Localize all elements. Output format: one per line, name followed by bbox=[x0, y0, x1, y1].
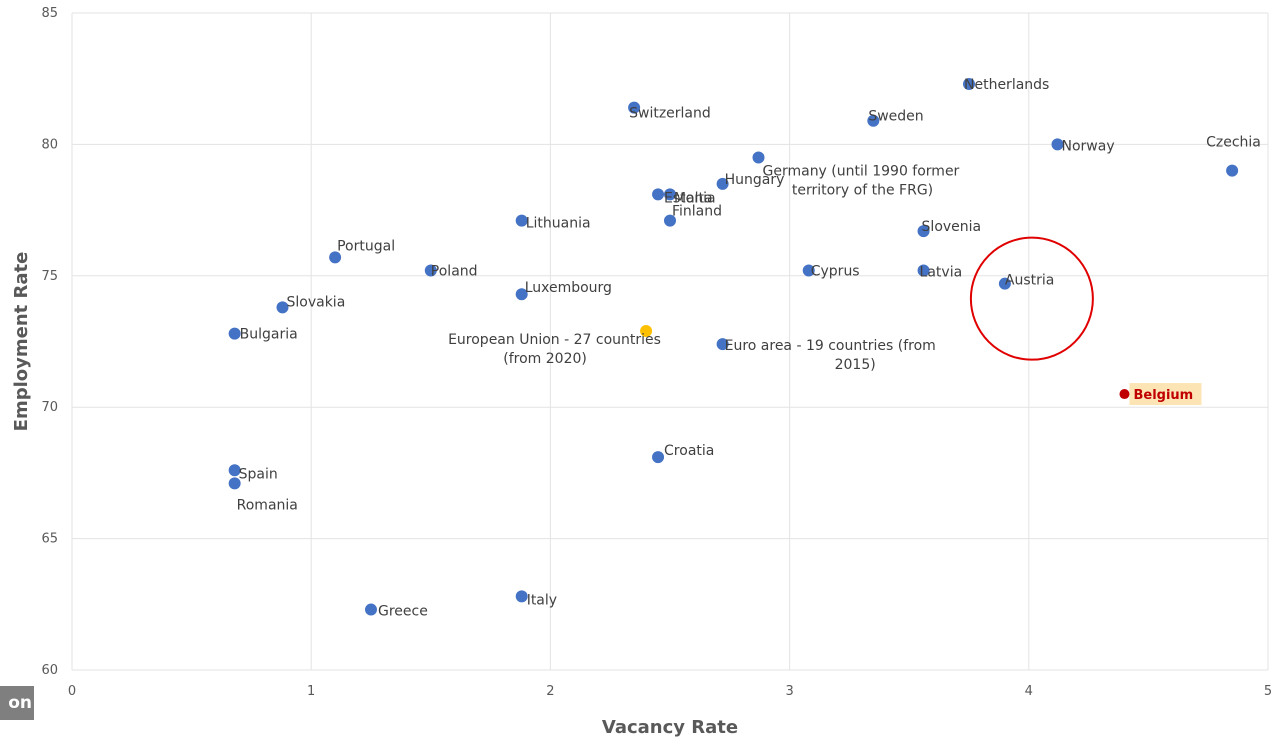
label-greece: Greece bbox=[378, 604, 428, 620]
point-spain bbox=[228, 464, 241, 477]
label-austria: Austria bbox=[1005, 273, 1054, 289]
point-luxembourg bbox=[515, 288, 528, 301]
axis-ticks: 0 1 2 3 4 5 60 65 70 75 80 85 bbox=[41, 6, 1272, 699]
gridlines bbox=[71, 12, 1269, 671]
label-poland: Poland bbox=[431, 264, 478, 280]
label-croatia: Croatia bbox=[664, 443, 714, 459]
label-latvia: Latvia bbox=[920, 265, 963, 281]
label-portugal: Portugal bbox=[337, 238, 395, 254]
point-euro-area-19-countries-from-2015 bbox=[716, 338, 729, 351]
label-finland: Finland bbox=[672, 204, 722, 220]
point-italy bbox=[515, 590, 528, 603]
point-romania bbox=[228, 477, 241, 490]
y-tick-label: 85 bbox=[41, 6, 58, 21]
highlight-label-bg bbox=[1129, 383, 1202, 406]
corner-tag: on bbox=[0, 686, 34, 720]
label-spain: Spain bbox=[239, 466, 278, 482]
x-tick-label: 0 bbox=[68, 684, 76, 699]
label-cyprus: Cyprus bbox=[811, 264, 860, 280]
point-finland bbox=[664, 214, 676, 227]
point-bulgaria bbox=[228, 327, 241, 340]
data-labels: Netherlands Switzerland Sweden Norway Czechi… bbox=[237, 77, 1261, 620]
point-hungary bbox=[716, 177, 729, 190]
point-malta bbox=[664, 188, 676, 201]
data-points bbox=[228, 77, 1239, 616]
y-tick-label: 60 bbox=[41, 663, 58, 678]
point-sweden bbox=[867, 114, 880, 127]
point-belgium bbox=[1119, 389, 1130, 400]
label-italy: Italy bbox=[527, 592, 557, 608]
point-czechia bbox=[1226, 164, 1239, 177]
label-euro-area-19-countries-from-2015: Euro area - 19 countries (from 2015) bbox=[725, 338, 936, 373]
point-netherlands bbox=[963, 77, 975, 90]
x-tick-label: 4 bbox=[1025, 684, 1033, 699]
point-norway bbox=[1051, 138, 1064, 151]
x-tick-label: 3 bbox=[785, 684, 793, 699]
point-cyprus bbox=[802, 264, 815, 277]
y-axis-title: Employment Rate bbox=[11, 252, 32, 432]
x-axis-title: Vacancy Rate bbox=[602, 717, 738, 738]
point-austria bbox=[998, 277, 1011, 290]
label-norway: Norway bbox=[1062, 138, 1115, 154]
x-tick-label: 1 bbox=[307, 684, 315, 699]
label-slovakia: Slovakia bbox=[286, 294, 345, 310]
point-croatia bbox=[652, 451, 665, 464]
point-portugal bbox=[329, 251, 342, 264]
point-switzerland bbox=[628, 101, 641, 114]
label-hungary: Hungary bbox=[725, 172, 785, 188]
point-greece bbox=[365, 603, 377, 616]
label-lithuania: Lithuania bbox=[526, 216, 591, 232]
label-sweden: Sweden bbox=[868, 109, 923, 125]
label-romania: Romania bbox=[237, 497, 298, 513]
label-estonia: Estonia bbox=[664, 190, 716, 206]
point-lithuania bbox=[515, 214, 528, 227]
highlight-circle bbox=[969, 236, 1094, 361]
point-estonia bbox=[652, 188, 665, 201]
label-luxembourg: Luxembourg bbox=[525, 280, 612, 296]
y-tick-label: 70 bbox=[41, 400, 58, 415]
y-tick-label: 65 bbox=[41, 532, 58, 547]
label-bulgaria: Bulgaria bbox=[240, 327, 298, 343]
y-tick-label: 75 bbox=[41, 269, 58, 284]
point-slovakia bbox=[276, 301, 289, 314]
point-european-union-27-countries-from-2020 bbox=[640, 324, 653, 337]
label-czechia: Czechia bbox=[1206, 135, 1261, 151]
label-netherlands: Netherlands bbox=[964, 77, 1049, 93]
point-slovenia bbox=[917, 225, 930, 238]
point-poland bbox=[424, 264, 437, 277]
point-germany-until-1990-former-territory-of-the-frg bbox=[752, 151, 765, 164]
label-slovenia: Slovenia bbox=[922, 219, 982, 235]
annotations bbox=[969, 236, 1094, 361]
x-tick-label: 5 bbox=[1264, 684, 1272, 699]
label-malta: Malta bbox=[674, 190, 713, 206]
y-tick-label: 80 bbox=[41, 137, 58, 152]
label-european-union-27-countries-from-2020: European Union - 27 countries (from 2020) bbox=[448, 332, 661, 367]
label-germany-until-1990-former-territory-of-the-frg: Germany (until 1990 former territory of t… bbox=[763, 164, 960, 199]
point-latvia bbox=[917, 264, 930, 277]
label-belgium: Belgium bbox=[1133, 388, 1193, 403]
x-tick-label: 2 bbox=[546, 684, 554, 699]
label-switzerland: Switzerland bbox=[629, 106, 711, 122]
